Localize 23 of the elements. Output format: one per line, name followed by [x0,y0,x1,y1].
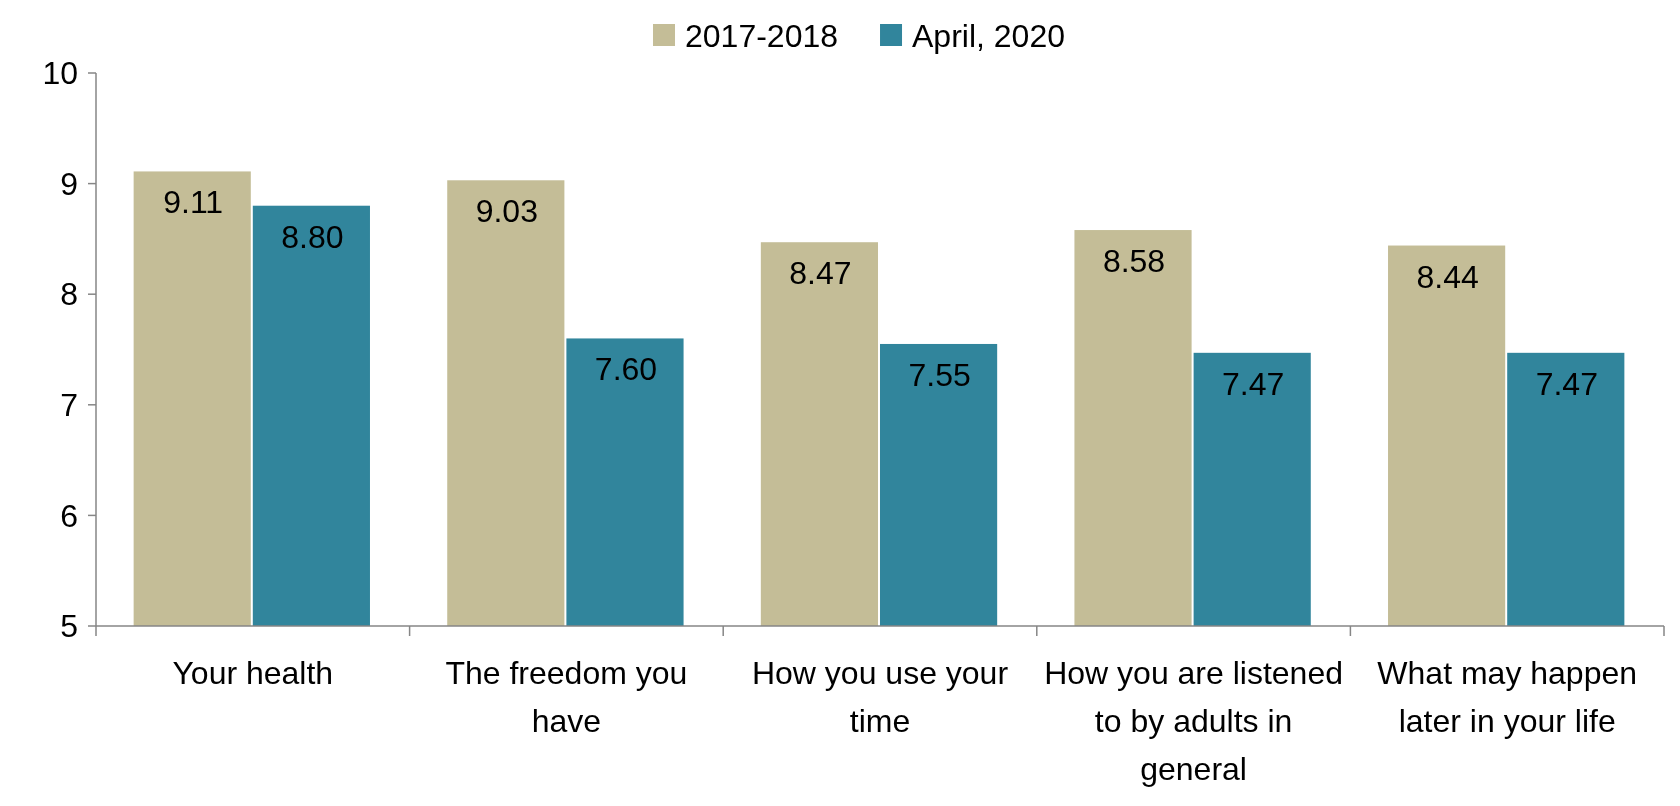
legend-label: 2017-2018 [684,18,839,55]
data-label: 8.58 [1102,243,1166,280]
y-tick-label: 9 [60,165,78,202]
x-tick-label: How you use your time [751,655,1009,739]
data-label: 8.47 [789,255,852,292]
data-label: 9.03 [475,193,538,230]
y-tick-label: 8 [60,276,78,313]
data-label: 8.80 [281,218,344,255]
data-label: 7.47 [1535,365,1598,402]
y-tick-label: 7 [60,387,78,423]
data-label: 7.55 [908,356,971,393]
x-tick-label: How you are listened to by adults in general [1044,655,1344,787]
x-tick-label: The freedom you have [445,655,688,739]
y-tick-label: 10 [42,55,78,92]
legend-label: April, 2020 [912,18,1066,55]
data-label: 7.60 [594,351,658,388]
x-tick-label: Your health [172,655,334,691]
data-label: 9.11 [163,184,224,221]
y-tick-label: 5 [60,608,78,645]
x-tick-label: What may happen later in your life [1377,655,1638,739]
data-label: 7.47 [1222,365,1285,402]
data-label: 8.44 [1416,258,1479,295]
y-tick-label: 6 [60,497,78,534]
